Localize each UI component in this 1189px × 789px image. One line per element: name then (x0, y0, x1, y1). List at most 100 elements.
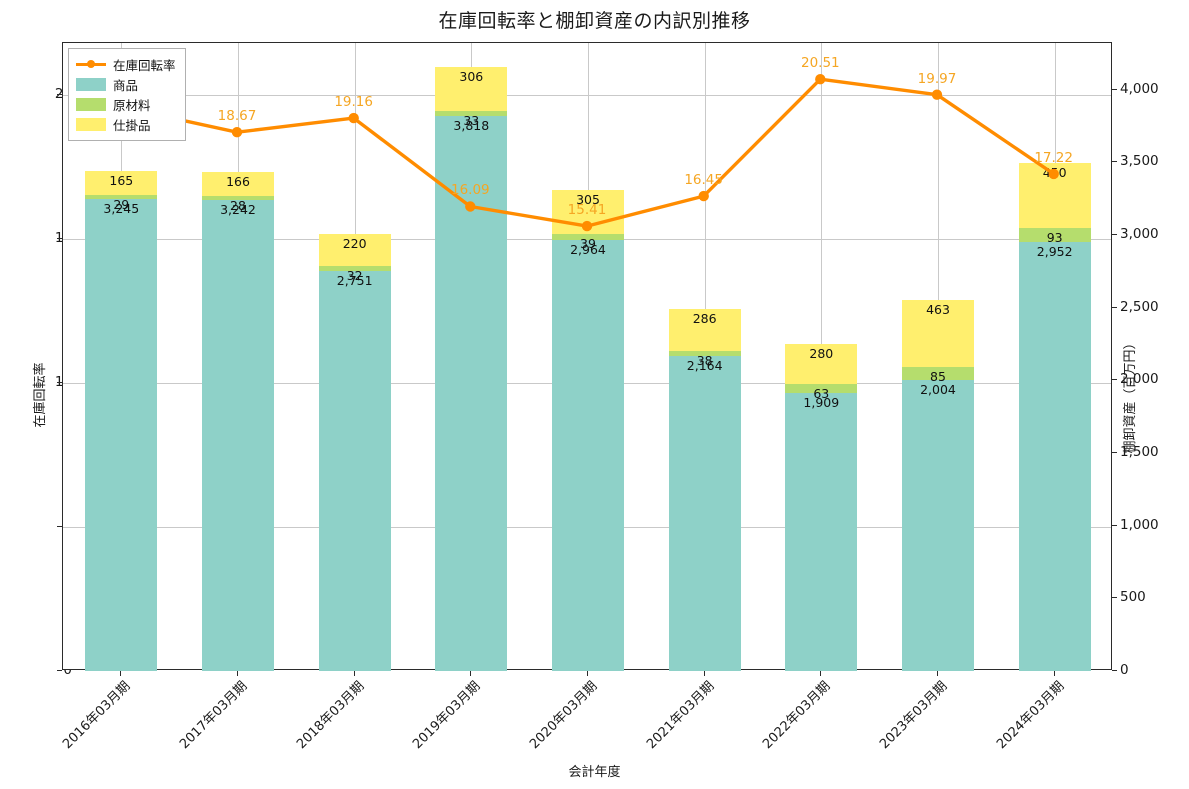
x-axis-tick-label: 2023年03月期 (877, 678, 951, 753)
line-value-label: 17.22 (1034, 149, 1073, 166)
y-axis-right-tick-label: 500 (1120, 589, 1146, 606)
bar-segment: 3,818 (435, 115, 508, 671)
bar-value-label: 2,952 (1036, 243, 1073, 259)
y-axis-right-tick-label: 1,000 (1120, 516, 1159, 533)
y-axis-right-tick-mark (1112, 379, 1117, 381)
bar-value-label: 2,004 (920, 381, 956, 397)
bar-segment: 29 (85, 195, 158, 212)
y-axis-right-tick-mark (1112, 597, 1117, 599)
bar-segment: 2,164 (668, 356, 741, 671)
bar-value-label: 33 (463, 113, 480, 129)
bar-value-label: 286 (692, 311, 717, 327)
line-value-label: 16.45 (684, 172, 723, 189)
x-axis-tick-label: 2021年03月期 (643, 678, 718, 753)
bar-value-label: 39 (580, 236, 596, 252)
line-value-label: 19.97 (917, 70, 957, 87)
y-axis-right-title: 棚卸資産（百万円） (1122, 335, 1138, 454)
bar-segment: 280 (785, 343, 858, 385)
y-axis-right-tick-mark (1112, 88, 1117, 90)
legend-line-icon (76, 58, 106, 71)
y-axis-right-tick-mark (1112, 524, 1117, 526)
x-axis-tick-label: 2022年03月期 (760, 678, 834, 753)
bar-value-label: 166 (226, 173, 250, 189)
x-axis-tick-label: 2024年03月期 (993, 678, 1068, 753)
y-axis-left-tick-mark (57, 237, 62, 239)
bar-value-label: 93 (1046, 230, 1063, 246)
y-axis-left-tick-label: 0 (63, 662, 72, 678)
x-axis-tick-mark (237, 670, 238, 676)
bar-value-label: 280 (809, 345, 834, 361)
legend-item[interactable]: 商品 (76, 74, 176, 94)
y-axis-right-tick-label: 2,000 (1120, 371, 1159, 388)
legend-item[interactable]: 原材料 (76, 94, 176, 114)
legend-item[interactable]: 仕掛品 (76, 114, 176, 134)
line-value-label: 20.51 (801, 55, 840, 72)
bar-value-label: 2,751 (336, 273, 373, 289)
x-axis-tick-mark (1053, 670, 1055, 676)
bar-segment: 306 (435, 66, 508, 112)
bar-value-label: 2,964 (570, 242, 606, 258)
bar-segment: 463 (901, 300, 975, 368)
bar-value-label: 85 (930, 369, 946, 385)
bar-segment: 3,245 (85, 199, 158, 671)
line-value-label: 16.09 (451, 182, 490, 199)
legend-color-swatch (76, 117, 106, 131)
y-axis-right-tick-label: 2,500 (1120, 298, 1159, 315)
plot-area: 3,245 29 165 3,242 28 166 2,751 32 220 3,818 33 306… (62, 42, 1112, 671)
x-axis-tick-mark (937, 670, 938, 676)
bar-segment: 39 (551, 234, 625, 251)
legend-label: 原材料 (113, 97, 151, 113)
y-axis-right-tick-mark (1112, 670, 1117, 671)
y-axis-left-tick-mark (57, 670, 62, 671)
bar-value-label: 450 (1042, 164, 1067, 180)
y-axis-left-tick-mark (57, 525, 62, 527)
bar-segment: 166 (201, 171, 275, 196)
x-axis-title: 会計年度 (568, 765, 621, 780)
bar-segment: 286 (668, 309, 741, 351)
bar-value-label: 1,909 (803, 395, 840, 411)
y-axis-right-tick-label: 4,000 (1120, 80, 1159, 97)
x-axis-tick-mark (587, 670, 588, 676)
bar-segment: 2,004 (901, 379, 975, 671)
x-axis-tick-label: 2018年03月期 (293, 678, 368, 753)
bar-segment: 220 (318, 234, 391, 267)
chart-title: 在庫回転率と棚卸資産の内訳別推移 (438, 10, 751, 32)
bar-segment: 93 (1018, 228, 1091, 246)
line-value-label: 19.16 (334, 94, 373, 111)
legend-color-swatch (76, 97, 106, 111)
x-axis-tick-label: 2019年03月期 (410, 678, 484, 753)
legend-label: 商品 (113, 77, 139, 93)
y-axis-right-tick-mark (1112, 161, 1117, 163)
bar-segment: 1,909 (785, 393, 858, 671)
bar-segment: 85 (901, 367, 975, 384)
y-axis-left-title: 在庫回転率 (33, 361, 49, 428)
y-axis-left-tick-mark (57, 93, 62, 95)
bar-value-label: 165 (109, 173, 134, 189)
y-axis-right-tick-label: 0 (1120, 662, 1129, 678)
bar-segment: 32 (318, 266, 391, 283)
bar-segment: 2,964 (551, 240, 625, 671)
y-axis-right-tick-mark (1112, 451, 1117, 453)
x-axis-tick-mark (703, 670, 705, 676)
y-axis-left-tick-mark (57, 381, 62, 383)
legend-item[interactable]: 在庫回転率 (76, 54, 176, 74)
bar-value-label: 306 (459, 68, 484, 84)
bar-value-label: 2,164 (686, 358, 723, 374)
y-axis-right-tick-label: 3,000 (1120, 225, 1159, 242)
bar-segment: 165 (85, 171, 158, 196)
bar-segment: 63 (785, 384, 858, 401)
bar-value-label: 29 (113, 197, 130, 213)
bar-value-label: 28 (230, 197, 246, 213)
gridline (63, 94, 1111, 96)
x-axis-tick-label: 2020年03月期 (527, 678, 601, 753)
line-value-label: 18.67 (217, 108, 257, 125)
bar-value-label: 220 (342, 236, 367, 252)
legend-label: 在庫回転率 (113, 57, 176, 73)
chart-legend: 在庫回転率商品原材料仕掛品 (68, 48, 186, 141)
bar-segment: 38 (668, 350, 741, 368)
bar-segment: 28 (201, 195, 275, 213)
y-axis-right-tick-label: 1,500 (1120, 443, 1159, 460)
bar-value-label: 463 (926, 302, 950, 317)
legend-label: 仕掛品 (113, 117, 151, 133)
bar-segment: 2,751 (318, 271, 391, 671)
